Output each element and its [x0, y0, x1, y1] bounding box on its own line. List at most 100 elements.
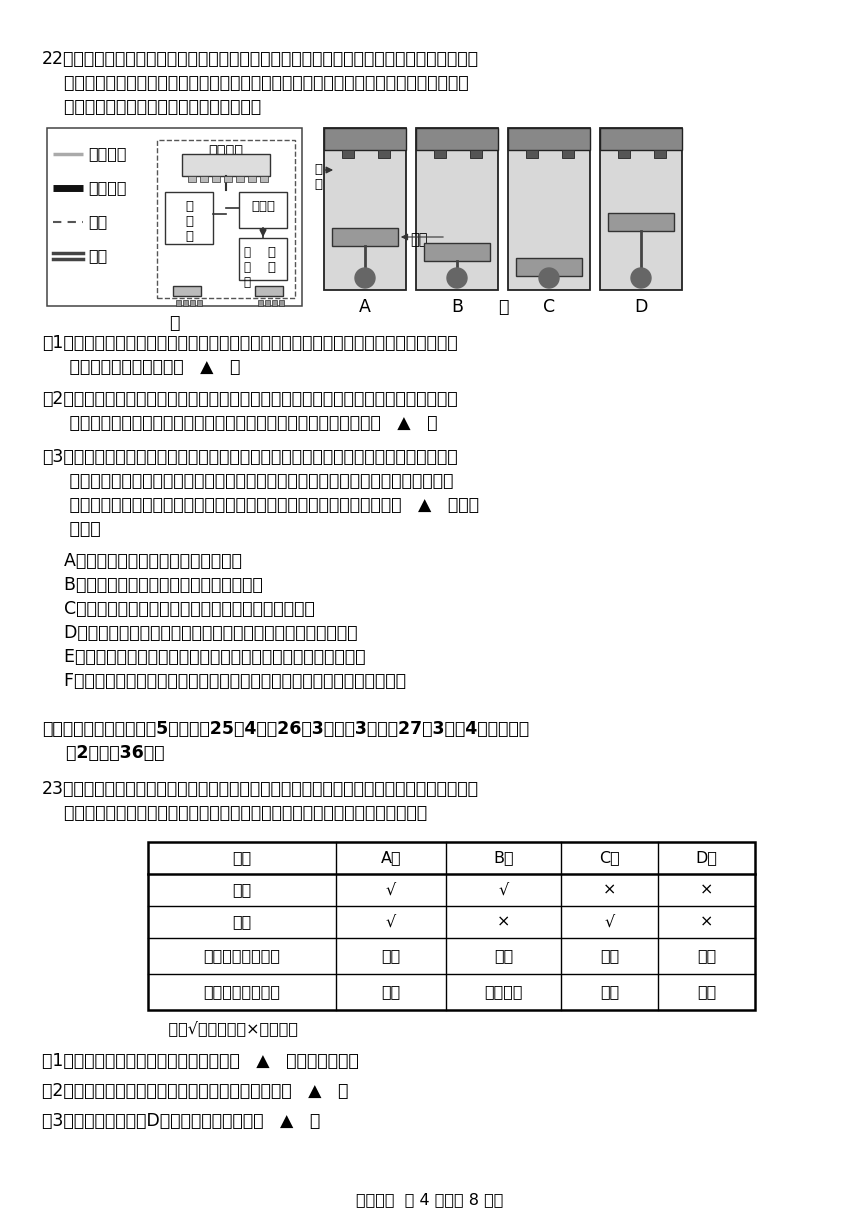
- Text: 电气连接: 电气连接: [88, 180, 126, 195]
- Text: 乙: 乙: [498, 298, 508, 316]
- Text: √: √: [605, 914, 615, 929]
- Bar: [173, 286, 201, 295]
- Bar: [272, 300, 277, 306]
- Text: 科学试题  第 4 页（共 8 页）: 科学试题 第 4 页（共 8 页）: [356, 1192, 504, 1207]
- Text: 无法通过: 无法通过: [484, 985, 523, 1000]
- Text: 充
电
器: 充 电 器: [243, 246, 250, 289]
- Text: A组: A组: [381, 850, 402, 866]
- Text: ×: ×: [497, 914, 510, 929]
- Bar: [260, 176, 268, 182]
- Text: 通过: 通过: [600, 985, 619, 1000]
- Text: D: D: [635, 298, 648, 316]
- Text: 三、实验探究题（本题有5小题，第25（4）、26（3）题各3分，第27（3）题4分，其余每: 三、实验探究题（本题有5小题，第25（4）、26（3）题各3分，第27（3）题4…: [42, 720, 529, 738]
- Text: B．固态电池内部电阻较大，充电时间较长: B．固态电池内部电阻较大，充电时间较长: [42, 576, 263, 593]
- Text: √: √: [386, 883, 396, 897]
- Text: 电池。液态电池在安全性、电池容量等方面存在许多不足。因此研发固态电池成为许: 电池。液态电池在安全性、电池容量等方面存在许多不足。因此研发固态电池成为许: [42, 472, 453, 490]
- Bar: [508, 128, 590, 289]
- Text: 电动机: 电动机: [251, 199, 275, 213]
- Bar: [182, 154, 270, 176]
- Bar: [188, 176, 196, 182]
- Text: 复杂记忆能力测试: 复杂记忆能力测试: [204, 985, 280, 1000]
- Text: 卵巢: 卵巢: [232, 883, 252, 897]
- Text: 电式混动汽车是常见的一种新能源汽车，其驱动原理如图甲所示：行驶动力可由电动机或: 电式混动汽车是常见的一种新能源汽车，其驱动原理如图甲所示：行驶动力可由电动机或: [42, 74, 469, 92]
- Bar: [470, 150, 482, 158]
- Bar: [47, 128, 302, 306]
- Text: 通过: 通过: [600, 948, 619, 963]
- Bar: [654, 150, 666, 158]
- Text: B组: B组: [493, 850, 513, 866]
- Bar: [200, 176, 208, 182]
- Text: 空
气: 空 气: [314, 163, 322, 191]
- Bar: [562, 150, 574, 158]
- Bar: [157, 140, 295, 298]
- Circle shape: [355, 268, 375, 288]
- Text: ×: ×: [700, 914, 713, 929]
- Text: 22．为了减少汽车尾气排放造成大气污染的加剧，新能源汽车正逐渐成为汽车行业的焦点。插: 22．为了减少汽车尾气排放造成大气污染的加剧，新能源汽车正逐渐成为汽车行业的焦点…: [42, 50, 479, 68]
- Bar: [176, 300, 181, 306]
- Circle shape: [447, 268, 467, 288]
- Text: （3）电动汽车的核心部件之一是电池。当前新能源汽车应用的电池是以锂电池为主的液态: （3）电动汽车的核心部件之一是电池。当前新能源汽车应用的电池是以锂电池为主的液态: [42, 447, 458, 466]
- Bar: [416, 128, 498, 289]
- Bar: [279, 300, 284, 306]
- Text: F．相同容量的固态电池质量和体积更小，减轻汽车负重、增大了汽车空间: F．相同容量的固态电池质量和体积更小，减轻汽车负重、增大了汽车空间: [42, 672, 406, 689]
- Text: 传动装置: 传动装置: [208, 143, 243, 159]
- Text: C．生产固态电池需要高温高压环境，研发技术难度大: C．生产固态电池需要高温高压环境，研发技术难度大: [42, 599, 315, 618]
- Text: 发动机单独提供，也可以由二者同时提供。: 发动机单独提供，也可以由二者同时提供。: [42, 98, 261, 116]
- Bar: [526, 150, 538, 158]
- Bar: [239, 192, 287, 229]
- Text: C: C: [543, 298, 555, 316]
- Circle shape: [539, 268, 559, 288]
- Bar: [516, 258, 582, 276]
- Bar: [378, 150, 390, 158]
- Bar: [608, 213, 674, 231]
- Text: E．固态电池的能量密度更大，相同体积的固态电池续航能力更强: E．固态电池的能量密度更大，相同体积的固态电池续航能力更强: [42, 648, 366, 666]
- Bar: [332, 229, 398, 246]
- Bar: [618, 150, 630, 158]
- Text: 车轮: 车轮: [88, 248, 108, 263]
- Text: D．固态电池的原材料比较稀缺，制作成本是液态电池的几百倍: D．固态电池的原材料比较稀缺，制作成本是液态电池的几百倍: [42, 624, 358, 642]
- Circle shape: [631, 268, 651, 288]
- Text: A: A: [359, 298, 371, 316]
- Bar: [236, 176, 244, 182]
- Text: ×: ×: [603, 883, 616, 897]
- Text: D组: D组: [696, 850, 717, 866]
- Text: 通过: 通过: [381, 985, 401, 1000]
- Bar: [224, 176, 232, 182]
- Text: 通过: 通过: [697, 985, 716, 1000]
- Text: 基本记忆能力测试: 基本记忆能力测试: [204, 948, 280, 963]
- Text: 空2分，共36分）: 空2分，共36分）: [42, 744, 164, 762]
- Bar: [248, 176, 256, 182]
- Bar: [416, 128, 498, 150]
- Text: 活塞: 活塞: [410, 232, 427, 247]
- Text: （1）当电池电量充足时，该汽车行驶时通过电池使电动机转动，从而驱动汽车行驶。此过: （1）当电池电量充足时，该汽车行驶时通过电池使电动机转动，从而驱动汽车行驶。此过: [42, 334, 458, 351]
- Text: 通过: 通过: [494, 948, 513, 963]
- Text: 甲: 甲: [169, 314, 179, 332]
- Bar: [212, 176, 220, 182]
- Bar: [324, 128, 406, 289]
- Bar: [183, 300, 188, 306]
- Text: √: √: [386, 914, 396, 929]
- Text: 电
池: 电 池: [267, 246, 275, 274]
- Bar: [424, 243, 490, 261]
- Text: C组: C组: [599, 850, 620, 866]
- Text: ×: ×: [700, 883, 713, 897]
- Text: 注：√表示保留，×表示摘除: 注：√表示保留，×表示摘除: [148, 1020, 298, 1036]
- Text: 机械连接: 机械连接: [88, 146, 126, 161]
- Text: （2）当电池电量不足时，插电式混动汽车动力由发动机提供。发动机是内燃机，通过燃油: （2）当电池电量不足时，插电式混动汽车动力由发动机提供。发动机是内燃机，通过燃油: [42, 390, 458, 409]
- Text: 多选）: 多选）: [42, 520, 101, 537]
- Text: 实验：将若干大鼠随机均分成四组，每组大鼠执行不同的操作和任务，如下表：: 实验：将若干大鼠随机均分成四组，每组大鼠执行不同的操作和任务，如下表：: [42, 804, 427, 822]
- Bar: [197, 300, 202, 306]
- Text: 程中能量的转化形式为：   ▲   。: 程中能量的转化形式为： ▲ 。: [42, 358, 241, 376]
- Text: A．固态电池在高温下使用易发生爆炸: A．固态电池在高温下使用易发生爆炸: [42, 552, 242, 570]
- Text: B: B: [451, 298, 463, 316]
- Text: 车架: 车架: [88, 214, 108, 229]
- Text: 通过: 通过: [381, 948, 401, 963]
- Text: 燃烧产生高压气体推动活塞做功，图乙中发动机产生动力的冲程的是   ▲   。: 燃烧产生高压气体推动活塞做功，图乙中发动机产生动力的冲程的是 ▲ 。: [42, 413, 438, 432]
- Bar: [165, 192, 213, 244]
- Bar: [239, 238, 287, 280]
- Bar: [258, 300, 263, 306]
- Text: （1）本实验中对大鼠的选择有什么要求？   ▲   。（列举两点）: （1）本实验中对大鼠的选择有什么要求？ ▲ 。（列举两点）: [42, 1052, 359, 1070]
- Bar: [265, 300, 270, 306]
- Bar: [600, 128, 682, 150]
- Text: 多车企未来重点课题，同时也面临挑战。下列观点反对研发固态电池的有   ▲   。（可: 多车企未来重点课题，同时也面临挑战。下列观点反对研发固态电池的有 ▲ 。（可: [42, 496, 479, 514]
